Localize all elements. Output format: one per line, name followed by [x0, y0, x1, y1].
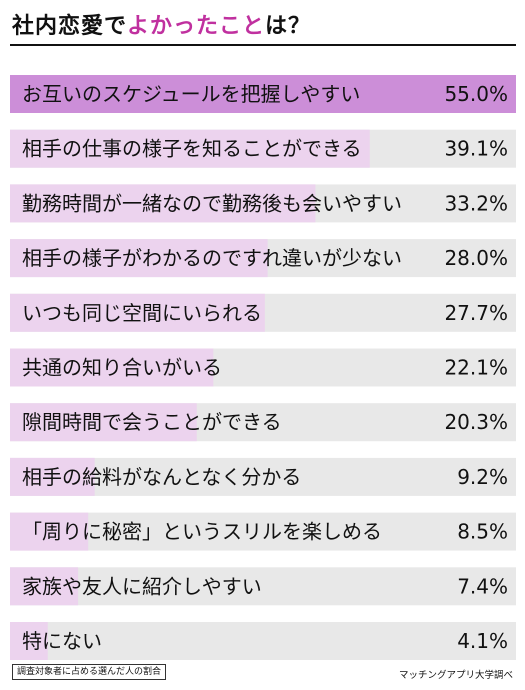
bar-7 — [10, 457, 95, 496]
value-label-1: 39.1% — [444, 137, 508, 161]
bar-track-8 — [10, 512, 516, 551]
bar-5 — [10, 348, 214, 387]
category-label-10: 特にない — [22, 629, 102, 653]
category-label-9: 家族や友人に紹介しやすい — [22, 574, 262, 598]
value-label-9: 7.4% — [457, 574, 508, 598]
bar-4 — [10, 293, 265, 332]
chart-title: 社内恋愛でよかったことは？ — [12, 8, 311, 40]
bar-8 — [10, 512, 89, 551]
category-label-5: 共通の知り合いがいる — [22, 356, 222, 380]
category-label-6: 隙間時間で会うことができる — [22, 410, 282, 434]
bar-10 — [10, 622, 48, 660]
source-credit: マッチングアプリ大学調べ — [398, 670, 513, 681]
value-label-2: 33.2% — [444, 191, 508, 215]
value-label-8: 8.5% — [457, 520, 508, 544]
category-label-3: 相手の様子がわかるのですれ違いが少ない — [22, 246, 402, 270]
value-label-3: 28.0% — [444, 246, 508, 270]
bar-2 — [10, 184, 316, 223]
value-label-4: 27.7% — [444, 301, 508, 325]
bar-1 — [10, 129, 370, 168]
category-label-8: 「周りに秘密」というスリルを楽しめる — [22, 520, 382, 544]
category-label-2: 勤務時間が一緒なので勤務後も会いやすい — [22, 191, 402, 215]
bar-0 — [10, 75, 516, 113]
value-label-0: 55.0% — [444, 82, 508, 106]
bar-track-10 — [10, 622, 516, 660]
bar-track-9 — [10, 567, 516, 606]
bar-6 — [10, 403, 197, 442]
category-label-4: いつも同じ空間にいられる — [22, 301, 262, 325]
title-underline — [10, 44, 516, 46]
title-part2: は？ — [265, 14, 312, 39]
category-label-0: お互いのスケジュールを把握しやすい — [22, 82, 360, 106]
title-highlight: よかったこと — [127, 14, 266, 39]
value-label-10: 4.1% — [457, 629, 508, 653]
value-label-6: 20.3% — [444, 410, 508, 434]
value-label-7: 9.2% — [457, 465, 508, 489]
bar-3 — [10, 239, 268, 278]
category-label-7: 相手の給料がなんとなく分かる — [22, 465, 301, 489]
category-label-1: 相手の仕事の様子を知ることができる — [22, 137, 362, 161]
value-label-5: 22.1% — [444, 356, 508, 380]
title-part1: 社内恋愛で — [12, 14, 128, 39]
bar-9 — [10, 567, 79, 606]
footnote: 調査対象者に占める選んだ人の割合 — [12, 664, 167, 680]
